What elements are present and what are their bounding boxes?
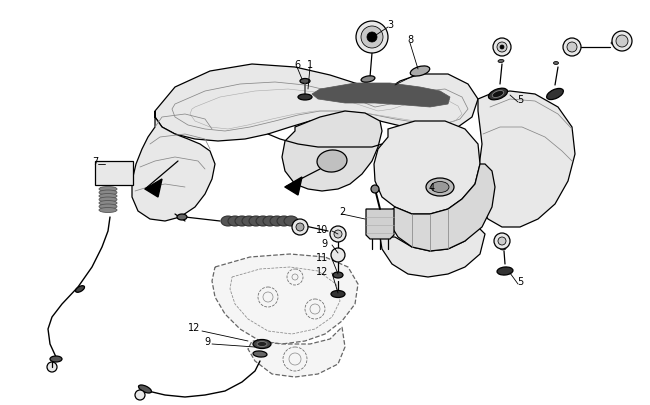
Text: 12: 12 xyxy=(316,266,328,276)
Text: 6: 6 xyxy=(294,60,300,70)
Circle shape xyxy=(494,233,510,249)
Text: 5: 5 xyxy=(517,276,523,286)
Ellipse shape xyxy=(177,215,187,220)
Polygon shape xyxy=(366,209,394,239)
Polygon shape xyxy=(380,228,485,277)
Ellipse shape xyxy=(284,216,298,226)
Circle shape xyxy=(612,32,632,52)
Ellipse shape xyxy=(410,67,430,77)
Ellipse shape xyxy=(249,216,263,226)
Ellipse shape xyxy=(99,194,117,199)
Polygon shape xyxy=(478,92,575,228)
Ellipse shape xyxy=(498,60,504,63)
Circle shape xyxy=(500,46,504,50)
Circle shape xyxy=(331,248,345,262)
Circle shape xyxy=(497,43,507,53)
Polygon shape xyxy=(145,179,162,198)
Ellipse shape xyxy=(257,342,267,347)
Ellipse shape xyxy=(317,151,347,173)
Circle shape xyxy=(356,22,388,54)
Circle shape xyxy=(367,33,377,43)
Ellipse shape xyxy=(263,216,277,226)
Text: 3: 3 xyxy=(387,20,393,30)
Ellipse shape xyxy=(331,291,345,298)
Circle shape xyxy=(361,27,383,49)
Circle shape xyxy=(563,39,581,57)
Ellipse shape xyxy=(497,267,513,275)
Polygon shape xyxy=(155,65,478,142)
Ellipse shape xyxy=(256,216,270,226)
Polygon shape xyxy=(312,84,450,108)
Text: 2: 2 xyxy=(339,207,345,216)
Ellipse shape xyxy=(253,340,271,349)
Ellipse shape xyxy=(228,216,242,226)
Text: 4: 4 xyxy=(429,183,435,192)
Circle shape xyxy=(135,390,145,400)
Ellipse shape xyxy=(547,89,564,100)
Text: 5: 5 xyxy=(517,95,523,105)
Text: 12: 12 xyxy=(188,322,200,332)
Ellipse shape xyxy=(253,351,267,357)
Ellipse shape xyxy=(99,190,117,196)
Circle shape xyxy=(493,39,511,57)
Text: 7: 7 xyxy=(92,157,98,166)
Polygon shape xyxy=(388,164,495,252)
Circle shape xyxy=(334,230,342,239)
Ellipse shape xyxy=(426,179,454,196)
Ellipse shape xyxy=(361,77,375,83)
Circle shape xyxy=(498,237,506,245)
Ellipse shape xyxy=(99,201,117,206)
Ellipse shape xyxy=(50,356,62,362)
Ellipse shape xyxy=(138,385,151,393)
Text: 11: 11 xyxy=(316,252,328,262)
Polygon shape xyxy=(374,122,480,215)
Ellipse shape xyxy=(500,246,506,250)
Ellipse shape xyxy=(99,187,117,192)
Text: 8: 8 xyxy=(407,35,413,45)
Circle shape xyxy=(296,224,304,231)
Ellipse shape xyxy=(298,95,312,101)
Polygon shape xyxy=(248,327,345,377)
Text: 1: 1 xyxy=(307,60,313,70)
Ellipse shape xyxy=(277,216,291,226)
Ellipse shape xyxy=(242,216,256,226)
Text: 10: 10 xyxy=(316,224,328,234)
Ellipse shape xyxy=(75,286,84,292)
Ellipse shape xyxy=(99,208,117,213)
Ellipse shape xyxy=(333,272,343,278)
Polygon shape xyxy=(282,112,382,192)
Circle shape xyxy=(616,36,628,48)
Circle shape xyxy=(371,185,379,194)
FancyBboxPatch shape xyxy=(95,162,133,185)
Circle shape xyxy=(330,226,346,243)
Ellipse shape xyxy=(99,205,117,209)
Ellipse shape xyxy=(99,198,117,202)
Ellipse shape xyxy=(611,43,617,45)
Circle shape xyxy=(292,220,308,235)
Ellipse shape xyxy=(431,182,449,193)
Circle shape xyxy=(567,43,577,53)
Ellipse shape xyxy=(221,216,235,226)
Ellipse shape xyxy=(488,89,508,100)
Text: 9: 9 xyxy=(204,336,210,346)
Text: 9: 9 xyxy=(322,239,328,248)
Polygon shape xyxy=(285,177,302,196)
Circle shape xyxy=(47,362,57,372)
Polygon shape xyxy=(212,254,358,344)
Ellipse shape xyxy=(235,216,249,226)
Ellipse shape xyxy=(270,216,284,226)
Ellipse shape xyxy=(300,79,310,84)
Ellipse shape xyxy=(554,62,558,65)
Polygon shape xyxy=(132,112,215,222)
Ellipse shape xyxy=(492,91,504,98)
